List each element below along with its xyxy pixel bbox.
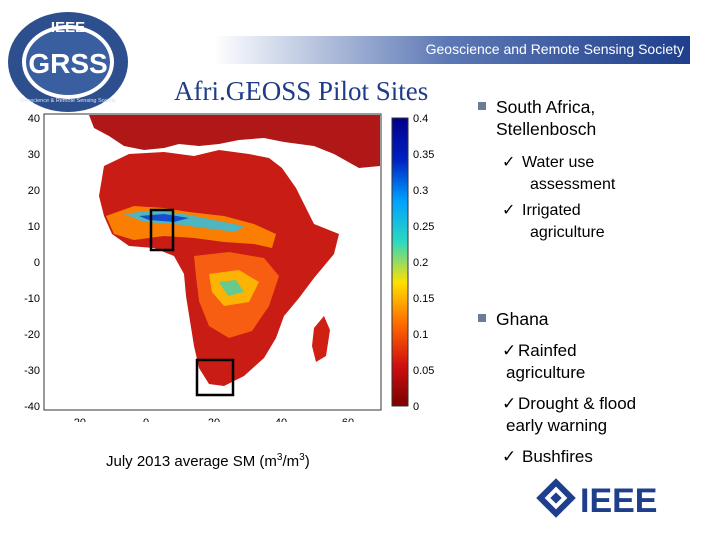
bullet-square-icon xyxy=(478,314,486,322)
colorbar-tick-label: 0.4 xyxy=(413,113,428,125)
site-item-line1: Drought & flood xyxy=(518,394,637,413)
ieee-logo-text: IEEE xyxy=(580,482,657,520)
logo-sub-text: Geoscience & Remote Sensing Society xyxy=(20,98,116,104)
site-item-line1: Rainfed xyxy=(518,341,577,360)
colorbar-tick-label: 0 xyxy=(413,401,419,413)
checkmark-icon: ✓ xyxy=(502,154,516,171)
y-tick-label: -10 xyxy=(24,293,40,305)
checkmark-icon: ✓ xyxy=(502,341,517,360)
site-item: ✓ Bushfires xyxy=(502,446,593,468)
map-caption: July 2013 average SM (m3/m3) xyxy=(106,452,310,470)
site-item-line2: agriculture xyxy=(506,363,586,382)
colorbar-tick-label: 0.3 xyxy=(413,185,428,197)
colorbar-tick-label: 0.25 xyxy=(413,221,434,233)
site-item-line2: early warning xyxy=(506,416,608,435)
y-tick-label: -40 xyxy=(24,401,40,413)
site-item-line1: Bushfires xyxy=(522,447,593,466)
x-tick-label: 60 xyxy=(342,417,354,422)
colorbar-tick-label: 0.35 xyxy=(413,149,434,161)
site-name-line1: South Africa, xyxy=(496,97,596,117)
soil-moisture-map: 40 30 20 10 0 -10 -20 -30 -40 -20 0 20 40 60 0.4 0.35… xyxy=(24,113,434,422)
x-axis-ticks: -20 0 20 40 60 xyxy=(70,417,354,422)
checkmark-icon: ✓ xyxy=(502,202,516,219)
x-tick-label: 0 xyxy=(143,417,149,422)
site-item-line1: Irrigated xyxy=(522,202,581,219)
y-axis-ticks: 40 30 20 10 0 -10 -20 -30 -40 xyxy=(24,113,40,413)
caption-mid: /m xyxy=(282,453,300,470)
site-item-line2: assessment xyxy=(530,176,616,193)
y-tick-label: 10 xyxy=(28,221,40,233)
grss-logo: IEEE GRSS Geoscience & Remote Sensing So… xyxy=(8,12,128,112)
land-north xyxy=(89,115,380,168)
caption-prefix: July 2013 average SM (m xyxy=(106,453,277,470)
site-item: ✓ Water use assessment xyxy=(502,152,615,196)
ieee-diamond-icon xyxy=(536,478,576,518)
logo-ring-text: IEEE xyxy=(51,19,85,36)
x-tick-label: -20 xyxy=(70,417,86,422)
site-south-africa: South Africa, Stellenbosch xyxy=(478,96,596,140)
site-name-line1: Ghana xyxy=(496,309,549,329)
x-tick-label: 40 xyxy=(275,417,287,422)
site-item: ✓ Rainfed agriculture xyxy=(502,340,585,384)
ghana-site-box xyxy=(149,208,175,252)
colorbar-ticks: 0.4 0.35 0.3 0.25 0.2 0.15 0.1 0.05 0 xyxy=(413,113,434,413)
site-item-line1: Water use xyxy=(522,154,595,171)
header-band: Geoscience and Remote Sensing Society xyxy=(148,36,690,64)
y-tick-label: -20 xyxy=(24,329,40,341)
ieee-logo: IEEE xyxy=(536,478,657,520)
y-tick-label: 40 xyxy=(28,113,40,125)
y-tick-label: 0 xyxy=(34,257,40,269)
colorbar-tick-label: 0.1 xyxy=(413,329,428,341)
bullet-square-icon xyxy=(478,102,486,110)
header-band-text: Geoscience and Remote Sensing Society xyxy=(425,41,684,57)
logo-main-text: GRSS xyxy=(28,48,107,79)
site-ghana: Ghana xyxy=(478,308,549,330)
site-item-line2: agriculture xyxy=(530,224,605,241)
colorbar-tick-label: 0.15 xyxy=(413,293,434,305)
y-tick-label: -30 xyxy=(24,365,40,377)
site-name-line2: Stellenbosch xyxy=(496,119,597,139)
colorbar-tick-label: 0.2 xyxy=(413,257,428,269)
caption-sup-2: 3 xyxy=(299,452,305,463)
checkmark-icon: ✓ xyxy=(502,394,517,413)
colorbar-gradient xyxy=(391,117,409,407)
stellenbosch-site-box xyxy=(195,358,235,397)
checkmark-icon: ✓ xyxy=(502,447,517,466)
site-item: ✓ Drought & flood early warning xyxy=(502,393,636,437)
slide-title: Afri.GEOSS Pilot Sites xyxy=(174,76,429,106)
colorbar-tick-label: 0.05 xyxy=(413,365,434,377)
y-tick-label: 30 xyxy=(28,149,40,161)
x-tick-label: 20 xyxy=(208,417,220,422)
colorbar xyxy=(391,117,409,407)
madagascar xyxy=(312,316,330,362)
site-item: ✓ Irrigated agriculture xyxy=(502,200,605,244)
y-tick-label: 20 xyxy=(28,185,40,197)
caption-suffix: ) xyxy=(304,453,310,470)
caption-sup-1: 3 xyxy=(276,452,283,463)
